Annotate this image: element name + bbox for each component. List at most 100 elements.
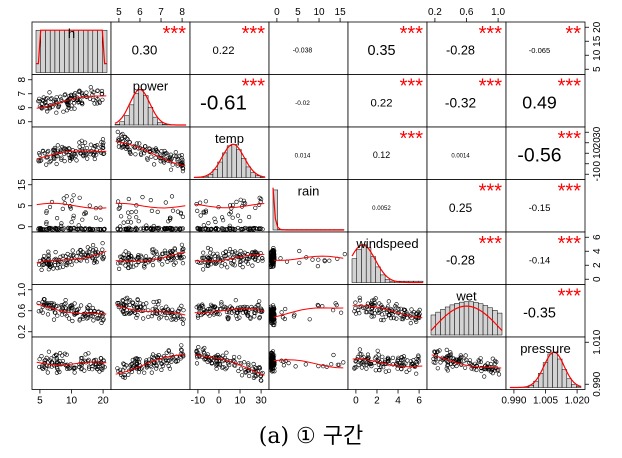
scatter-point <box>227 310 232 315</box>
scatter-point <box>271 253 276 258</box>
hist-bar-temp <box>250 172 256 178</box>
tick-label: 5 <box>116 7 122 18</box>
scatter-point <box>75 307 80 313</box>
scatter-point <box>67 204 73 209</box>
axis-tick-top: 15 <box>335 7 347 22</box>
scatter-point <box>133 152 138 157</box>
scatter-point <box>88 142 93 147</box>
tick-label: 0 <box>592 161 603 167</box>
scatter-point <box>94 260 99 265</box>
scatter-point <box>242 368 247 373</box>
scatter-point <box>44 210 49 215</box>
panel-rain-rain: rain <box>268 179 349 233</box>
scatter-point <box>372 356 378 361</box>
scatter-point <box>269 304 274 309</box>
scatter-point <box>116 301 121 306</box>
scatter-point <box>493 368 498 373</box>
scatter-point <box>128 310 133 316</box>
scatter-point <box>122 256 128 261</box>
scatter-point <box>133 209 139 214</box>
tick-label: 1.0 <box>17 282 28 296</box>
scatter-point <box>166 156 171 161</box>
scatter-point <box>221 227 226 232</box>
panel-power-wet: -0.32*** <box>426 74 507 128</box>
panel-rain-wet: 0.25 *** <box>426 179 507 233</box>
scatter-point <box>297 248 302 254</box>
scatter-point <box>127 147 132 153</box>
scatter-point <box>178 356 183 361</box>
scatter-point <box>394 316 399 321</box>
scatter-point <box>352 366 357 371</box>
scatter-point <box>124 136 129 141</box>
smooth-line <box>36 150 107 160</box>
scatter-point <box>169 194 175 199</box>
scatter-point <box>283 306 288 312</box>
tick-label: 15 <box>335 7 347 18</box>
scatter-point <box>316 257 321 262</box>
scatter-point <box>149 154 154 159</box>
scatter-point <box>86 366 92 371</box>
scatter-point <box>147 357 152 362</box>
scatter-point <box>79 92 85 97</box>
scatter-point <box>117 205 122 210</box>
scatter-point <box>232 263 237 268</box>
axis-tick-bottom: -10 <box>191 389 206 407</box>
scatter-point <box>445 363 450 368</box>
scatter-point <box>126 261 131 266</box>
scatter-point <box>178 210 184 215</box>
scatter-point <box>43 357 48 363</box>
scatter-point <box>414 356 419 361</box>
scatter-point <box>361 360 366 365</box>
scatter-point <box>233 298 238 303</box>
axis-tick-bottom: 1.020 <box>565 389 590 407</box>
scatter-point <box>373 296 378 301</box>
hist-bar-wet <box>478 303 484 336</box>
scatter-point <box>201 210 207 215</box>
scatter-point <box>414 359 419 365</box>
scatter-point <box>78 248 83 253</box>
scatter-point <box>100 257 106 262</box>
scatter-point <box>57 227 62 232</box>
scatter-point <box>225 256 230 261</box>
scatter-point <box>46 262 52 268</box>
scatter-point <box>52 147 57 152</box>
scatter-point <box>116 206 121 211</box>
axis-tick-left: 8 <box>17 77 32 83</box>
scatter-point <box>369 314 374 319</box>
correlation-value: -0.56 <box>517 145 561 167</box>
panel-wet-power <box>110 284 191 338</box>
figure-caption: (a) ① 구간 <box>258 424 364 449</box>
scatter-point <box>239 307 244 313</box>
scatter-point <box>137 141 142 146</box>
tick-label: -10 <box>191 396 206 407</box>
scatter-point <box>57 265 62 270</box>
tick-label: 5 <box>17 203 28 209</box>
correlation-value: 0.014 <box>295 152 311 159</box>
scatter-point <box>78 356 84 361</box>
scatter-point <box>87 203 92 208</box>
scatter-point <box>179 156 184 161</box>
tick-label: 0.6 <box>17 303 28 317</box>
smooth-line <box>273 359 344 369</box>
hist-bar-wet <box>430 314 436 336</box>
axis-tick-bottom: 10 <box>66 389 77 407</box>
scatter-point <box>61 196 66 201</box>
scatter-point <box>246 361 251 366</box>
scatter-point <box>235 225 241 231</box>
panel-temp-rain: 0.014 <box>268 126 349 180</box>
scatter-point <box>130 300 135 306</box>
panel-temp-temp: temp <box>189 126 270 180</box>
scatter-point <box>146 308 151 313</box>
scatter-point <box>253 257 258 262</box>
scatter-point <box>142 144 148 149</box>
scatter-point <box>115 366 120 371</box>
scatter-point <box>162 226 167 231</box>
scatter-point <box>407 367 412 372</box>
panel-temp-power <box>110 126 191 180</box>
scatter-point <box>371 314 376 319</box>
scatter-point <box>83 211 88 216</box>
scatter-point <box>234 199 239 204</box>
scatter-point <box>381 318 386 323</box>
scatter-point <box>96 316 101 321</box>
scatter-point <box>83 226 88 231</box>
